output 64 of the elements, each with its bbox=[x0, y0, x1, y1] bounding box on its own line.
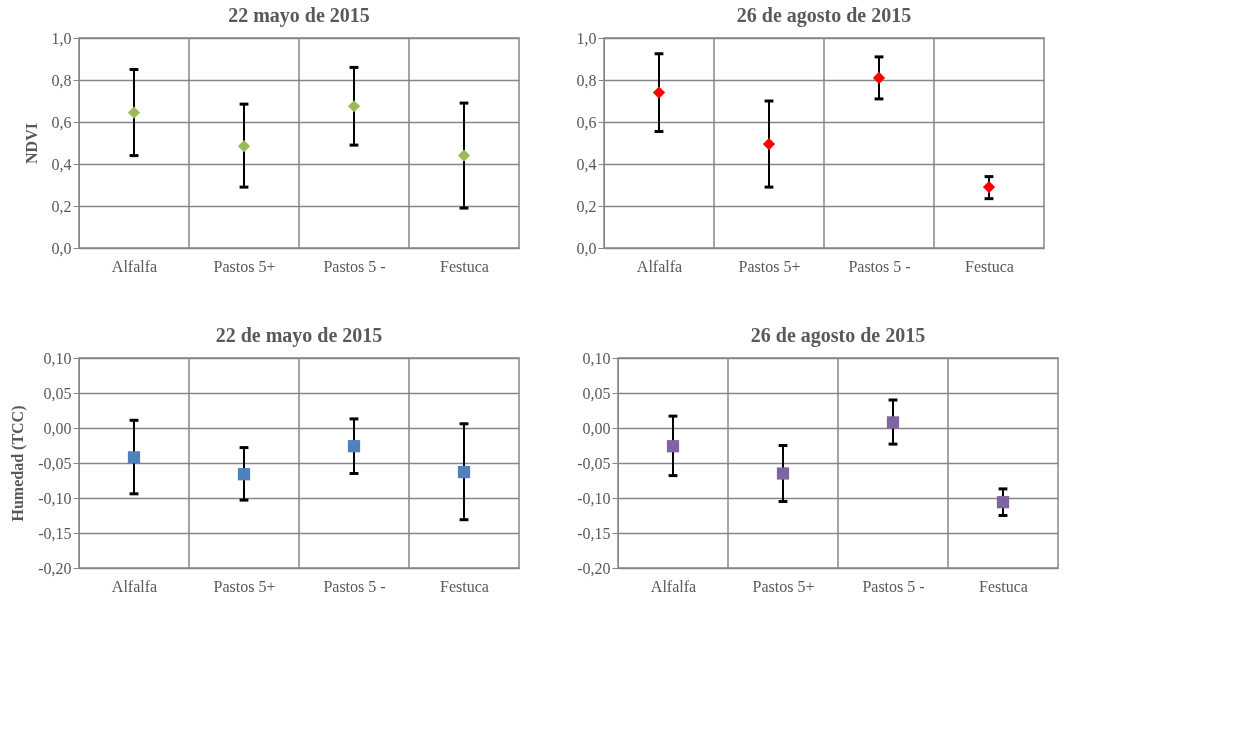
chart-title: 22 mayo de 2015 bbox=[228, 4, 370, 27]
y-tick-label: -0,05 bbox=[577, 454, 611, 472]
point bbox=[776, 467, 790, 480]
x-tick-label: Festuca bbox=[440, 257, 489, 275]
y-tick-label: 0,2 bbox=[51, 197, 72, 215]
y-tick-label: 0,10 bbox=[582, 349, 611, 367]
y-tick-label: 0,8 bbox=[576, 71, 597, 89]
y-tick-label: 0,10 bbox=[43, 349, 72, 367]
x-tick-label: Alfalfa bbox=[111, 577, 158, 595]
chart-title: 22 de mayo de 2015 bbox=[215, 324, 383, 347]
point bbox=[237, 140, 251, 153]
y-tick-label: -0,05 bbox=[38, 454, 72, 472]
y-tick-label: 0,00 bbox=[43, 419, 72, 437]
x-tick-label: Pastos 5+ bbox=[752, 577, 815, 595]
point bbox=[127, 106, 141, 119]
y-tick-label: 0,8 bbox=[51, 71, 72, 89]
x-tick-label: Pastos 5 - bbox=[862, 577, 925, 595]
point bbox=[886, 416, 900, 429]
y-tick-label: 0,4 bbox=[576, 155, 597, 173]
point bbox=[237, 468, 251, 481]
x-tick-label: Alfalfa bbox=[636, 257, 683, 275]
y-tick-label: 0,0 bbox=[51, 239, 72, 257]
y-tick-label: -0,20 bbox=[577, 559, 611, 577]
y-tick-label: -0,10 bbox=[577, 489, 611, 507]
x-tick-label: Festuca bbox=[979, 577, 1028, 595]
x-tick-label: Pastos 5+ bbox=[213, 257, 276, 275]
y-tick-label: 1,0 bbox=[576, 29, 597, 47]
y-tick-label: 0,00 bbox=[582, 419, 611, 437]
point bbox=[347, 440, 361, 453]
y-tick-label: -0,20 bbox=[38, 559, 72, 577]
y-axis-title: NDVI bbox=[22, 123, 40, 164]
point bbox=[666, 440, 680, 453]
y-tick-label: 0,6 bbox=[576, 113, 597, 131]
point bbox=[652, 86, 666, 99]
y-tick-label: 0,2 bbox=[576, 197, 597, 215]
x-tick-label: Festuca bbox=[440, 577, 489, 595]
x-tick-label: Pastos 5 - bbox=[848, 257, 911, 275]
point bbox=[982, 180, 996, 194]
y-tick-label: -0,15 bbox=[38, 524, 72, 542]
point bbox=[457, 149, 471, 162]
x-tick-label: Festuca bbox=[965, 257, 1014, 275]
x-tick-label: Pastos 5+ bbox=[213, 577, 276, 595]
point bbox=[762, 137, 776, 151]
y-tick-label: 0,6 bbox=[51, 113, 72, 131]
x-tick-label: Alfalfa bbox=[650, 577, 697, 595]
x-tick-label: Pastos 5+ bbox=[738, 257, 801, 275]
x-tick-label: Pastos 5 - bbox=[323, 257, 386, 275]
chart-title: 26 de agosto de 2015 bbox=[736, 4, 912, 27]
y-tick-label: 0,05 bbox=[582, 384, 611, 402]
y-tick-label: 0,0 bbox=[576, 239, 597, 257]
y-tick-label: 0,05 bbox=[43, 384, 72, 402]
point bbox=[457, 465, 471, 479]
point bbox=[996, 496, 1010, 509]
point bbox=[347, 100, 361, 113]
point bbox=[127, 451, 141, 464]
x-tick-label: Pastos 5 - bbox=[323, 577, 386, 595]
y-tick-label: -0,15 bbox=[577, 524, 611, 542]
y-tick-label: -0,10 bbox=[38, 489, 72, 507]
y-tick-label: 0,4 bbox=[51, 155, 72, 173]
x-tick-label: Alfalfa bbox=[111, 257, 158, 275]
point bbox=[872, 71, 886, 85]
y-axis-title: Humedad (TCC) bbox=[9, 405, 28, 522]
chart-title: 26 de agosto de 2015 bbox=[750, 324, 926, 347]
y-tick-label: 1,0 bbox=[51, 29, 72, 47]
